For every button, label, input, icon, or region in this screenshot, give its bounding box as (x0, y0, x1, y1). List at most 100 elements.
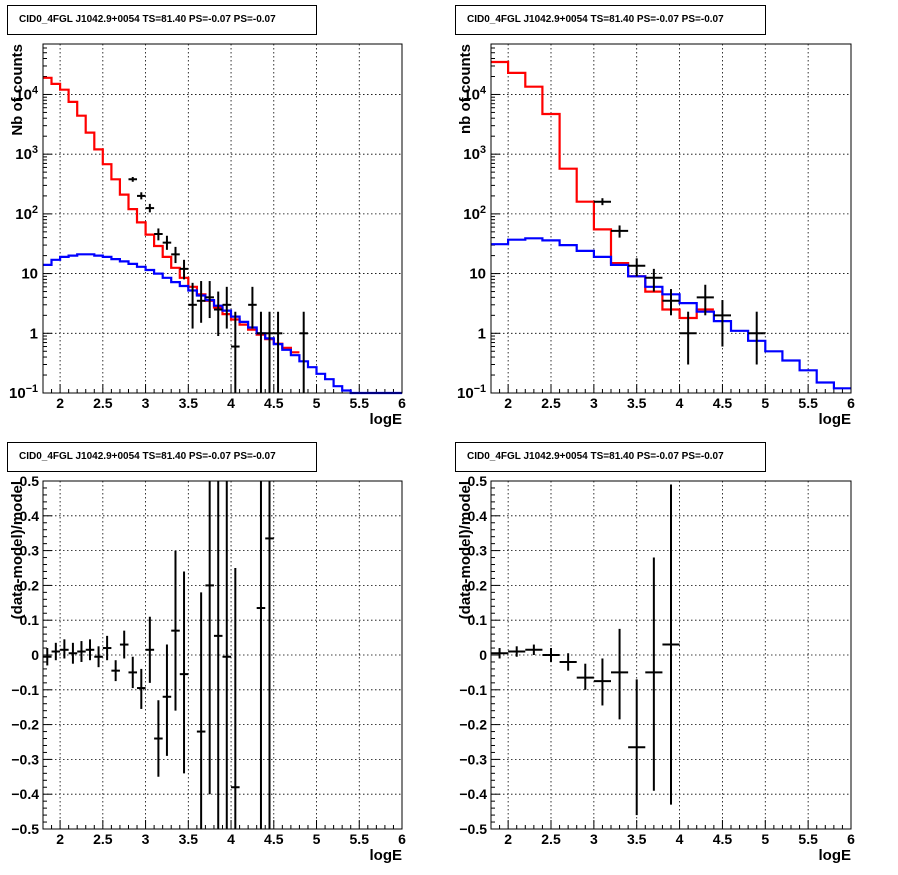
data-point (196, 592, 206, 829)
x-tick-label: 2.5 (541, 831, 561, 847)
data-point (273, 311, 283, 393)
counts-panel-fine-binning: 2 2.5 3 3.5 4 4.5 5 5.5 6 10−1 1 10 102 103 104 logE Nb … (9, 43, 406, 428)
data-point (231, 568, 240, 829)
y-axis-label: (data-model)/model (457, 481, 474, 619)
x-tick-label: 2 (504, 831, 512, 847)
x-tick-label: 3.5 (179, 831, 199, 847)
data-point (188, 282, 197, 329)
y-tick-label: 10 (469, 266, 486, 283)
x-axis-label: logE (370, 847, 403, 864)
data-point (628, 679, 646, 816)
data-point (111, 660, 120, 682)
panel-title: CID0_4FGL J1042.9+0054 TS=81.40 PS=-0.07… (7, 5, 317, 35)
data-point (77, 641, 86, 662)
plot-frame (42, 43, 403, 394)
x-tick-label: 2 (56, 395, 64, 411)
data-point (51, 642, 61, 661)
x-tick-label: 5.5 (798, 831, 818, 847)
y-tick-label: −0.1 (11, 682, 39, 698)
plot-frame (490, 480, 852, 830)
data-point (205, 481, 214, 795)
data-point (645, 557, 663, 791)
data-point (611, 225, 629, 238)
data-point (94, 646, 103, 668)
x-tick-label: 4.5 (264, 395, 284, 411)
y-tick-label: 0.3 (468, 543, 488, 559)
x-tick-label: 5 (761, 395, 769, 411)
data-point (43, 648, 52, 666)
x-tick-label: 6 (847, 831, 855, 847)
x-tick-label: 5.5 (798, 395, 818, 411)
data-point (154, 700, 163, 777)
data-point (645, 268, 663, 292)
x-axis-label: logE (819, 411, 852, 428)
data-point (145, 203, 155, 213)
y-tick-label: 102 (463, 204, 486, 223)
y-tick-label: 0.1 (20, 612, 40, 628)
y-tick-label: −0.5 (459, 821, 487, 837)
data-point (696, 284, 714, 316)
x-tick-label: 6 (398, 831, 406, 847)
x-tick-label: 3 (142, 831, 150, 847)
y-tick-label: −0.2 (459, 717, 487, 733)
x-tick-label: 5.5 (350, 831, 370, 847)
y-tick-label: −0.3 (459, 751, 487, 767)
x-axis-label: logE (370, 411, 403, 428)
x-tick-label: 4 (676, 395, 684, 411)
y-tick-label: 104 (463, 84, 486, 103)
y-tick-label: 10−1 (457, 383, 486, 402)
data-point (137, 668, 146, 709)
x-tick-label: 3.5 (627, 395, 647, 411)
data-point (299, 311, 308, 393)
y-tick-label: 104 (15, 84, 38, 103)
panel-title: CID0_4FGL J1042.9+0054 TS=81.40 PS=-0.07… (455, 5, 766, 35)
x-tick-label: 2.5 (541, 395, 561, 411)
y-tick-label: 10 (21, 266, 38, 283)
x-tick-label: 5 (313, 831, 321, 847)
y-tick-label: 0.3 (20, 543, 40, 559)
x-tick-label: 5.5 (350, 395, 370, 411)
y-tick-label: 0.1 (468, 612, 488, 628)
data-point (60, 639, 69, 659)
y-tick-label: 102 (15, 204, 38, 223)
panel-title: CID0_4FGL J1042.9+0054 TS=81.40 PS=-0.07… (455, 442, 766, 472)
data-point (137, 192, 146, 200)
x-tick-label: 2.5 (93, 831, 113, 847)
model-total-line (491, 60, 714, 320)
data-point (128, 176, 138, 182)
data-point (748, 311, 766, 365)
data-point (559, 653, 577, 671)
data-point (162, 235, 172, 250)
y-axis-label: Nb of counts (9, 44, 26, 136)
data-point (662, 289, 680, 316)
data-point (679, 311, 697, 365)
y-tick-label: 0.4 (20, 508, 40, 524)
data-point (542, 648, 560, 662)
model-total-line (43, 76, 300, 354)
data-point (68, 642, 78, 664)
x-tick-label: 3 (142, 395, 150, 411)
data-point (593, 658, 611, 706)
data-point (265, 311, 274, 393)
data-point (611, 628, 629, 720)
data-point (593, 198, 611, 206)
data-point (231, 311, 240, 393)
model-component-line (43, 253, 402, 395)
y-tick-label: 0.4 (468, 508, 488, 524)
data-point (265, 481, 274, 829)
y-tick-label: 0.5 (468, 473, 488, 489)
residuals-panel-coarse-binning: 2 2.5 3 3.5 4 4.5 5 5.5 6 −0.5 −0.4 −0.3 −0.2 −0.1 0 0.… (457, 473, 855, 864)
x-tick-label: 4 (227, 831, 235, 847)
data-point (256, 311, 266, 393)
data-point (154, 228, 163, 241)
x-tick-label: 5 (313, 395, 321, 411)
x-tick-label: 3.5 (627, 831, 647, 847)
x-tick-label: 5 (761, 831, 769, 847)
y-tick-label: −0.1 (459, 682, 487, 698)
panel-title: CID0_4FGL J1042.9+0054 TS=81.40 PS=-0.07… (7, 442, 317, 472)
x-axis-label: logE (819, 847, 852, 864)
x-tick-label: 3 (590, 395, 598, 411)
y-tick-label: −0.4 (11, 786, 39, 802)
y-tick-label: 10−1 (9, 383, 38, 402)
data-point (145, 616, 155, 683)
